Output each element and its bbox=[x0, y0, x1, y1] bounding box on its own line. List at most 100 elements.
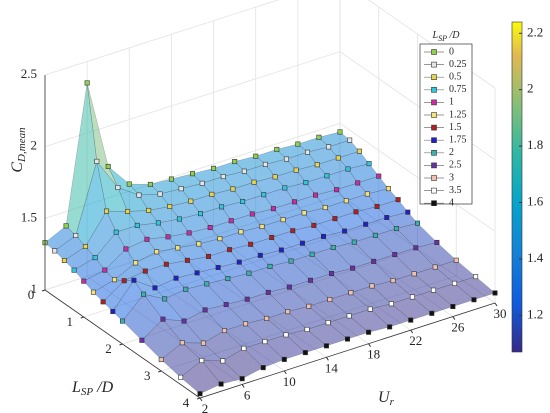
data-marker bbox=[218, 381, 224, 387]
data-marker bbox=[232, 159, 238, 165]
data-marker bbox=[270, 206, 276, 212]
data-marker bbox=[113, 229, 119, 235]
legend-marker bbox=[431, 112, 437, 118]
legend-box bbox=[419, 43, 473, 205]
data-marker bbox=[104, 208, 110, 214]
data-marker bbox=[334, 187, 340, 193]
data-marker bbox=[348, 290, 354, 296]
data-marker bbox=[158, 357, 164, 363]
data-marker bbox=[236, 259, 242, 265]
data-marker bbox=[316, 134, 322, 140]
data-marker bbox=[61, 257, 67, 263]
data-marker bbox=[295, 141, 301, 147]
data-marker bbox=[291, 199, 297, 205]
data-marker bbox=[392, 252, 398, 258]
data-marker bbox=[241, 345, 247, 351]
data-marker bbox=[343, 198, 349, 204]
data-marker bbox=[269, 235, 275, 241]
data-marker bbox=[390, 278, 396, 284]
data-marker bbox=[304, 326, 310, 332]
legend-label: 3 bbox=[449, 172, 454, 183]
x-tick bbox=[368, 343, 371, 347]
data-marker bbox=[204, 281, 210, 287]
legend-marker bbox=[431, 124, 437, 131]
data-marker bbox=[139, 337, 145, 343]
data-marker bbox=[179, 340, 185, 346]
legend-label: 4 bbox=[449, 197, 454, 208]
data-marker bbox=[181, 318, 187, 324]
x-tick bbox=[494, 302, 498, 307]
x-tick-label: 22 bbox=[409, 333, 422, 348]
data-marker bbox=[335, 155, 341, 161]
data-marker bbox=[409, 294, 415, 300]
data-marker bbox=[188, 198, 194, 204]
legend-label: 1 bbox=[449, 97, 454, 108]
data-marker bbox=[345, 166, 351, 172]
legend-label: 0.75 bbox=[449, 84, 467, 95]
z-axis-label: CD,mean bbox=[9, 127, 28, 173]
data-marker bbox=[303, 180, 309, 186]
data-marker bbox=[388, 301, 394, 307]
data-marker bbox=[205, 253, 211, 259]
data-marker bbox=[175, 245, 181, 251]
legend-label: 0 bbox=[449, 46, 454, 57]
data-marker bbox=[162, 296, 168, 302]
data-marker bbox=[342, 228, 348, 234]
data-marker bbox=[92, 255, 98, 261]
data-marker bbox=[199, 358, 205, 364]
data-marker bbox=[52, 248, 58, 254]
data-marker bbox=[413, 245, 419, 251]
data-marker bbox=[387, 324, 393, 330]
data-marker bbox=[133, 260, 139, 266]
data-marker bbox=[230, 186, 236, 192]
y-tick-label: 1 bbox=[67, 314, 74, 329]
data-marker bbox=[190, 171, 196, 177]
colorbar-tick-label: 1.6 bbox=[527, 193, 544, 208]
data-marker bbox=[194, 270, 200, 276]
x-tick-label: 10 bbox=[283, 374, 296, 389]
data-marker bbox=[414, 220, 420, 226]
data-marker bbox=[363, 221, 369, 227]
surface bbox=[44, 82, 496, 394]
data-marker bbox=[307, 277, 313, 283]
data-marker bbox=[405, 209, 411, 215]
data-marker bbox=[332, 216, 338, 222]
legend-label: 1.5 bbox=[449, 122, 462, 133]
data-marker bbox=[366, 161, 372, 167]
data-marker bbox=[453, 257, 459, 263]
data-marker bbox=[81, 278, 87, 284]
data-marker bbox=[186, 230, 192, 236]
y-tick bbox=[196, 397, 201, 400]
data-marker bbox=[215, 264, 221, 270]
legend-label: 2.5 bbox=[449, 160, 462, 171]
legend-label: 2 bbox=[449, 147, 454, 158]
data-marker bbox=[355, 180, 361, 186]
data-marker bbox=[197, 211, 203, 217]
data-marker bbox=[267, 263, 273, 269]
x-tick bbox=[326, 357, 329, 361]
colorbar-gradient bbox=[511, 21, 523, 353]
data-marker bbox=[259, 223, 265, 229]
data-marker bbox=[178, 186, 184, 192]
data-marker bbox=[84, 80, 90, 86]
data-marker bbox=[272, 174, 278, 180]
x-tick bbox=[410, 329, 414, 334]
data-marker bbox=[429, 310, 435, 316]
data-marker bbox=[327, 297, 333, 303]
colorbar-tick-label: 2.2 bbox=[527, 24, 543, 39]
data-marker bbox=[155, 220, 161, 226]
data-marker bbox=[260, 365, 266, 371]
data-marker bbox=[200, 340, 206, 346]
legend-marker bbox=[431, 61, 437, 68]
legend-marker bbox=[431, 87, 437, 93]
data-marker bbox=[356, 148, 362, 154]
data-marker bbox=[306, 303, 312, 309]
data-marker bbox=[369, 283, 375, 289]
data-marker bbox=[337, 129, 343, 135]
data-marker bbox=[251, 179, 257, 185]
data-marker bbox=[371, 258, 377, 264]
data-marker bbox=[323, 343, 329, 349]
data-marker bbox=[265, 289, 271, 295]
data-marker bbox=[262, 339, 268, 345]
data-marker bbox=[321, 233, 327, 239]
